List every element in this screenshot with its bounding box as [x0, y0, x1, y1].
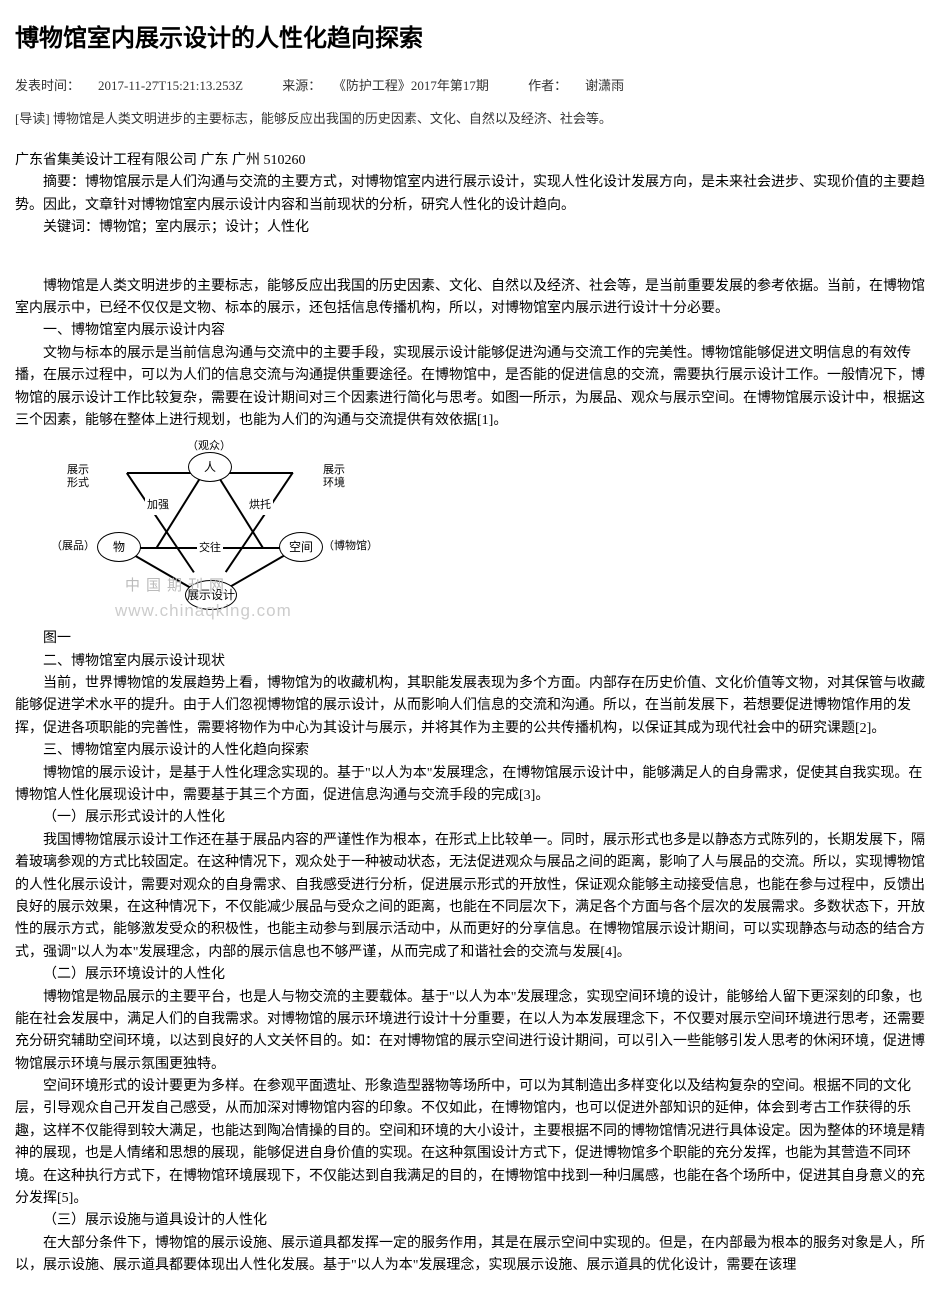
diagram-paren: （展品） — [51, 538, 95, 556]
diagram-paren: 环境 — [323, 475, 345, 493]
diagram-edge-label: 加强 — [145, 497, 171, 515]
diagram-node-left: 物 — [97, 532, 141, 562]
diagram-paren: （博物馆） — [323, 538, 378, 556]
diagram-edge — [126, 473, 194, 573]
keywords: 关键词：博物馆；室内展示；设计；人性化 — [15, 217, 930, 239]
source: 来源：《防护工程》2017年第17期 — [282, 78, 507, 93]
section-heading: 一、博物馆室内展示设计内容 — [15, 320, 930, 342]
diagram-node-right: 空间 — [279, 532, 323, 562]
figure-caption: 图一 — [15, 628, 930, 650]
affiliation: 广东省集美设计工程有限公司 广东 广州 510260 — [15, 150, 930, 172]
section-heading: 三、博物馆室内展示设计的人性化趋向探索 — [15, 740, 930, 762]
paragraph: 博物馆的展示设计，是基于人性化理念实现的。基于"以人为本"发展理念，在博物馆展示… — [15, 763, 930, 808]
diagram-paren: 形式 — [67, 475, 89, 493]
page-title: 博物馆室内展示设计的人性化趋向探索 — [15, 20, 930, 58]
paragraph: 当前，世界博物馆的发展趋势上看，博物馆为的收藏机构，其职能发展表现为多个方面。内… — [15, 673, 930, 740]
author: 作者：谢潇雨 — [528, 78, 642, 93]
paragraph: 空间环境形式的设计要更为多样。在参观平面遗址、形象造型器物等场所中，可以为其制造… — [15, 1076, 930, 1210]
paragraph: 博物馆是人类文明进步的主要标志，能够反应出我国的历史因素、文化、自然以及经济、社… — [15, 276, 930, 321]
article-meta: 发表时间：2017-11-27T15:21:13.253Z 来源：《防护工程》2… — [15, 76, 930, 97]
diagram-edge-label: 交往 — [197, 540, 223, 558]
figure-diagram: 人 物 空间 展示设计 （观众） 展示 形式 展示 环境 （博物馆） （展品） … — [65, 442, 930, 622]
paragraph: 博物馆是物品展示的主要平台，也是人与物交流的主要载体。基于"以人为本"发展理念，… — [15, 987, 930, 1077]
paragraph: 我国博物馆展示设计工作还在基于展品内容的严谨性作为根本，在形式上比较单一。同时，… — [15, 830, 930, 964]
diagram-edge — [225, 473, 293, 573]
diagram-paren: （观众） — [187, 438, 231, 456]
abstract: 摘要：博物馆展示是人们沟通与交流的主要方式，对博物馆室内进行展示设计，实现人性化… — [15, 172, 930, 217]
lead-text: [导读] 博物馆是人类文明进步的主要标志，能够反应出我国的历史因素、文化、自然以… — [15, 109, 930, 130]
section-heading: 二、博物馆室内展示设计现状 — [15, 651, 930, 673]
subsection-heading: （一）展示形式设计的人性化 — [15, 807, 930, 829]
pub-time: 发表时间：2017-11-27T15:21:13.253Z — [15, 78, 261, 93]
subsection-heading: （二）展示环境设计的人性化 — [15, 964, 930, 986]
paragraph: 文物与标本的展示是当前信息沟通与交流中的主要手段，实现展示设计能够促进沟通与交流… — [15, 343, 930, 433]
paragraph: 在大部分条件下，博物馆的展示设施、展示道具都发挥一定的服务作用，其是在展示空间中… — [15, 1233, 930, 1278]
diagram-edge-label: 烘托 — [247, 497, 273, 515]
diagram-node-top: 人 — [188, 452, 232, 482]
subsection-heading: （三）展示设施与道具设计的人性化 — [15, 1210, 930, 1232]
diagram-node-bottom: 展示设计 — [185, 580, 237, 610]
